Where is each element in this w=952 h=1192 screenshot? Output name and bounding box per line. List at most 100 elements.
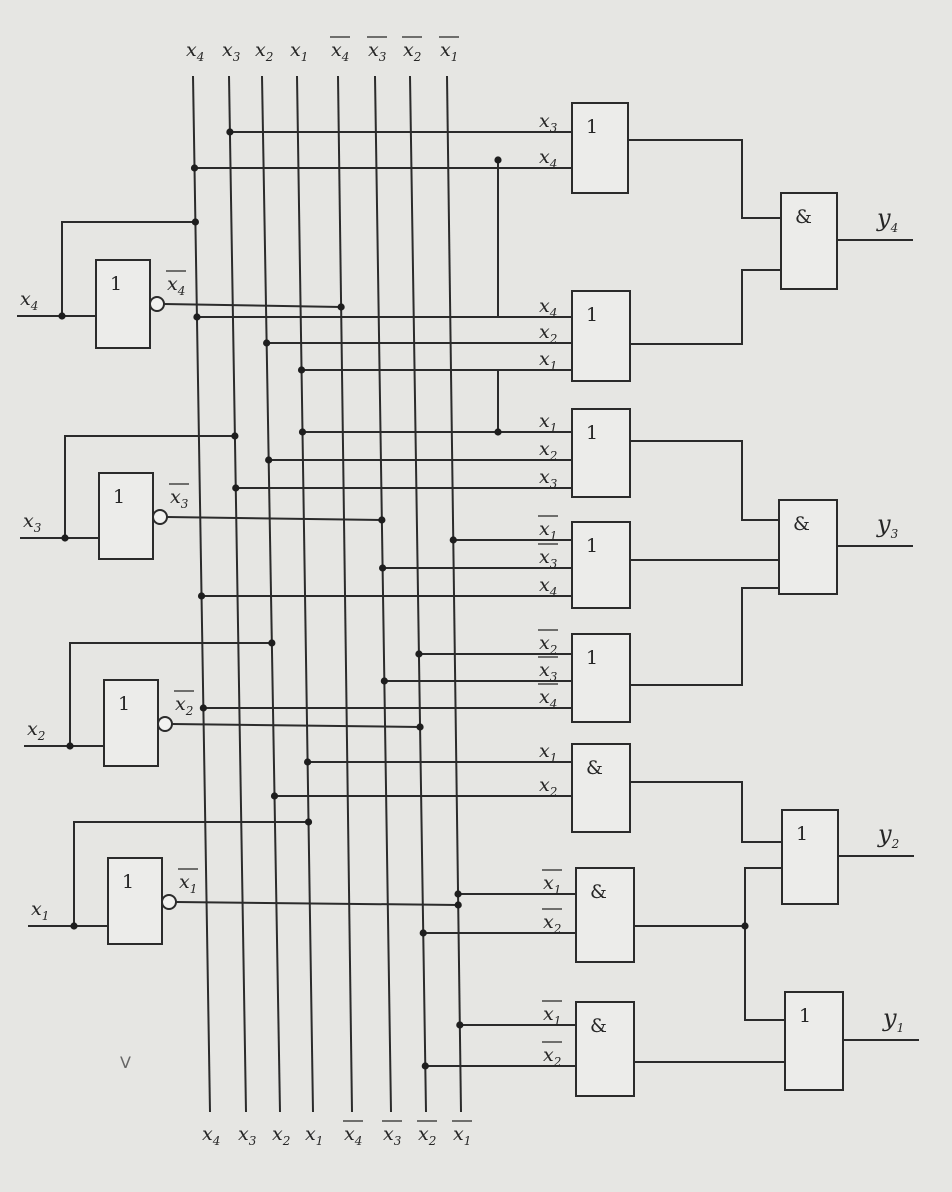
output-gate-3 xyxy=(781,809,839,905)
junction-dot xyxy=(199,704,207,712)
junction-dot xyxy=(494,428,502,436)
gate-7-input-label-2: x2 xyxy=(543,911,561,936)
wires xyxy=(17,75,919,1113)
bus-bottom-label-x2: x2 xyxy=(272,1123,290,1148)
junction-dot xyxy=(380,677,388,685)
inverter-output-label-x1: x1 xyxy=(179,871,197,896)
bus-top-label-x4: x4 xyxy=(186,39,204,64)
gate-6-symbol: & xyxy=(586,757,603,779)
inverter-3-symbol: 1 xyxy=(118,693,130,715)
inverter-2-symbol: 1 xyxy=(113,486,125,508)
inverter-1 xyxy=(95,259,151,349)
gate-4-input-label-2: x3 xyxy=(539,546,558,571)
junction-dot xyxy=(61,534,69,542)
gate-5-input-label-1: x2 xyxy=(539,632,557,657)
junction-dot xyxy=(66,742,74,750)
gate-5-input-label-2: x3 xyxy=(539,659,558,684)
gate-3-input-label-2: x2 xyxy=(539,438,557,463)
gate-3-input-label-1: x1 xyxy=(539,410,557,435)
inverter-2-feedback-wire xyxy=(64,435,235,538)
inverter-3-bubble xyxy=(157,716,173,732)
stray-mark: V xyxy=(120,1053,131,1072)
inverter-4-output-wire xyxy=(175,901,459,906)
gate-5-symbol: 1 xyxy=(586,647,598,669)
gate-7 xyxy=(575,867,635,963)
output-label-y4: y4 xyxy=(876,204,898,235)
bus-bottom-label-nx4: x4 xyxy=(344,1123,362,1148)
gate-3-input-label-3: x3 xyxy=(539,466,558,491)
gate-3-symbol: 1 xyxy=(586,422,598,444)
junction-dot xyxy=(419,929,427,937)
inverter-1-output-wire xyxy=(163,303,342,308)
output-label-y3: y3 xyxy=(876,510,899,541)
route-g2-y4 xyxy=(630,269,781,345)
route-g7-y1 xyxy=(744,926,785,1021)
junction-dot xyxy=(190,164,199,172)
gate-4-input-label-1: x1 xyxy=(539,518,557,543)
input-label-x4: x4 xyxy=(20,288,38,313)
inverter-4-feedback-wire xyxy=(73,821,309,926)
inverter-1-feedback-wire xyxy=(61,221,196,316)
gate-8-symbol: & xyxy=(590,1015,607,1037)
gate-4-symbol: 1 xyxy=(586,535,598,557)
gate-2 xyxy=(571,290,631,382)
route-g6-y2 xyxy=(630,781,782,843)
labels: x4x4x3x3x2x2x1x1x4x4x3x3x2x2x1x11x4x41x3… xyxy=(20,36,904,1148)
gate-1-symbol: 1 xyxy=(586,116,598,138)
bus-top-label-x3: x3 xyxy=(222,39,241,64)
route-g5-y3 xyxy=(630,587,779,686)
input-label-x2: x2 xyxy=(27,718,45,743)
junction-dot xyxy=(456,1021,464,1029)
gate-2-input-label-3: x1 xyxy=(539,348,557,373)
output-label-y2: y2 xyxy=(877,820,899,851)
gate-2-symbol: 1 xyxy=(586,304,598,326)
input-label-x1: x1 xyxy=(31,898,49,923)
junction-dot xyxy=(231,432,239,440)
junction-dot xyxy=(454,901,462,909)
bus-line-nx2 xyxy=(409,75,427,1113)
gate-5-input-label-3: x4 xyxy=(539,686,557,711)
junction-dot xyxy=(70,922,78,930)
inverter-output-label-x4: x4 xyxy=(167,273,185,298)
bus-line-nx1 xyxy=(446,75,462,1113)
bus-line-nx3 xyxy=(374,75,392,1113)
bus-bottom-label-nx2: x2 xyxy=(418,1123,436,1148)
bus-line-x2 xyxy=(261,75,281,1113)
junction-dot xyxy=(297,366,306,374)
gate-6 xyxy=(571,743,631,833)
inverter-1-symbol: 1 xyxy=(110,273,122,295)
gate-8-input-label-1: x1 xyxy=(543,1003,561,1028)
bus-top-label-nx2: x2 xyxy=(403,39,421,64)
inverter-2 xyxy=(98,472,154,560)
junction-dot xyxy=(232,484,240,492)
output-label-y1: y1 xyxy=(882,1004,904,1035)
output-gate-4 xyxy=(784,991,844,1091)
inverter-3-output-wire xyxy=(171,723,421,728)
inverter-output-label-x3: x3 xyxy=(170,486,189,511)
gate-1-input-label-1: x3 xyxy=(539,110,558,135)
junction-dot xyxy=(421,1062,429,1070)
junction-dot xyxy=(337,303,345,311)
inverter-4-bubble xyxy=(161,894,177,910)
output-gate-4-symbol: 1 xyxy=(799,1005,811,1027)
gates xyxy=(95,102,844,1097)
junction-dot xyxy=(416,723,424,731)
bus-bottom-label-nx1: x1 xyxy=(453,1123,471,1148)
gate-6-input-label-1: x1 xyxy=(539,740,557,765)
junction-dot xyxy=(298,428,307,436)
bus-top-label-x2: x2 xyxy=(255,39,273,64)
bus-top-label-nx3: x3 xyxy=(368,39,387,64)
inverter-4 xyxy=(107,857,163,945)
gate-4-input-label-3: x4 xyxy=(539,574,557,599)
gate-4 xyxy=(571,521,631,609)
junction-dot xyxy=(454,890,462,898)
bus-bottom-label-x1: x1 xyxy=(305,1123,323,1148)
gate-8-input-label-2: x2 xyxy=(543,1044,561,1069)
inverter-3-feedback-wire xyxy=(69,642,272,746)
inverter-1-bubble xyxy=(149,296,165,312)
junction-dot xyxy=(191,218,199,226)
output-gate-2-symbol: & xyxy=(793,513,810,535)
junction-dot xyxy=(263,339,271,347)
gate-8 xyxy=(575,1001,635,1097)
bus-top-label-nx4: x4 xyxy=(331,39,349,64)
